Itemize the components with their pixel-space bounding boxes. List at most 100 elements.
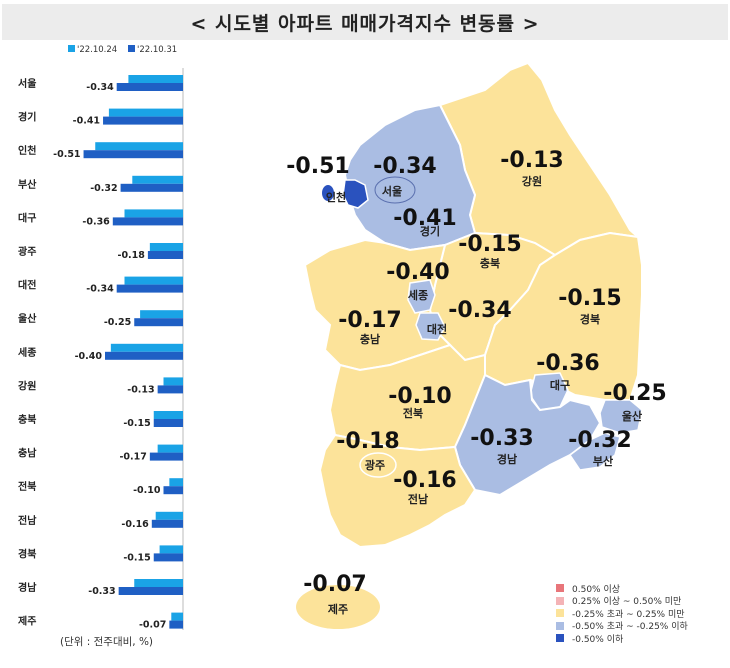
- region-name: 강원: [522, 174, 542, 188]
- region-value: -0.18: [336, 429, 399, 454]
- region-name: 경남: [497, 452, 517, 466]
- bar-row: 충북 -0.15: [18, 411, 183, 429]
- legend-swatch-1: [128, 45, 135, 52]
- legend-text: -0.50% 초과 ~ -0.25% 이하: [572, 622, 688, 633]
- region-value: -0.33: [470, 426, 533, 451]
- region-value: -0.51: [286, 154, 349, 179]
- region-name: 경북: [580, 312, 600, 326]
- legend-text: 0.50% 이상: [572, 584, 621, 595]
- bar-curr: [103, 116, 183, 125]
- region-value: -0.10: [388, 384, 451, 409]
- bar-row: 대전 -0.34: [18, 276, 183, 295]
- bar-row: 충남 -0.17: [18, 444, 183, 463]
- bar-prev: [157, 444, 183, 453]
- bar-prev: [128, 75, 183, 83]
- bar-curr: [112, 217, 183, 226]
- bar-row: 경북 -0.15: [18, 545, 183, 563]
- category-label: 대구: [18, 211, 36, 224]
- korea-map: -0.34서울-0.51인천-0.41경기-0.13강원-0.15충북-0.40…: [286, 61, 667, 629]
- bar-row: 인천 -0.51: [18, 142, 183, 160]
- bar-row: 제주 -0.07: [18, 612, 183, 631]
- bar-curr: [153, 419, 183, 427]
- bar-prev: [134, 579, 183, 587]
- data-label: -0.13: [127, 384, 154, 395]
- bar-row: 대구 -0.36: [18, 209, 183, 227]
- map-legend: 0.50% 이상 0.25% 이상 ~ 0.50% 미만 -0.25% 초과 ~ 0…: [556, 582, 688, 645]
- legend-label-1: '22.10.31: [137, 45, 177, 55]
- data-label: -0.34: [86, 284, 114, 295]
- bar-prev: [149, 243, 183, 251]
- legend-label-0: '22.10.24: [77, 45, 117, 55]
- legend-text: -0.50% 이하: [572, 634, 624, 645]
- bar-prev: [171, 612, 183, 621]
- bar-prev: [95, 142, 183, 151]
- bar-row: 부산 -0.32: [18, 175, 183, 194]
- region-name: 광주: [365, 459, 385, 472]
- unit-note: (단위 : 전주대비, %): [60, 636, 154, 648]
- category-label: 인천: [18, 144, 36, 157]
- data-label: -0.15: [123, 552, 150, 563]
- data-label: -0.17: [119, 452, 146, 463]
- bar-row: 경남 -0.33: [18, 579, 183, 597]
- bar-prev: [140, 310, 183, 319]
- legend-item: -0.25% 초과 ~ 0.25% 미만: [556, 607, 688, 620]
- category-label: 강원: [18, 379, 36, 392]
- bar-row: 울산 -0.25: [18, 310, 183, 328]
- category-label: 경기: [18, 111, 36, 124]
- legend-swatch: [556, 596, 564, 605]
- map-labels: -0.34서울-0.51인천-0.41경기-0.13강원-0.15충북-0.40…: [286, 148, 666, 616]
- bar-prev: [153, 411, 183, 419]
- region-gwangju: [359, 452, 397, 478]
- region-name: 인천: [326, 190, 346, 204]
- region-ulsan: [599, 399, 643, 434]
- data-label: -0.15: [123, 418, 150, 429]
- category-label: 제주: [18, 615, 36, 628]
- bar-curr: [149, 452, 183, 461]
- region-sejong: [407, 279, 436, 314]
- bar-row: 전남 -0.16: [18, 511, 183, 530]
- category-label: 충북: [18, 413, 36, 426]
- region-value: -0.34: [448, 298, 511, 323]
- region-name: 대전: [427, 322, 447, 336]
- bar-prev: [132, 175, 183, 184]
- category-label: 대전: [18, 279, 36, 292]
- bar-curr: [116, 284, 183, 293]
- data-label: -0.10: [133, 485, 161, 496]
- bar-curr: [147, 251, 183, 259]
- region-value: -0.41: [393, 206, 456, 231]
- category-label: 부산: [18, 178, 37, 191]
- bar-prev: [159, 545, 183, 554]
- legend-text: -0.25% 초과 ~ 0.25% 미만: [572, 609, 685, 620]
- bar-prev: [163, 377, 183, 386]
- data-label: -0.16: [121, 519, 149, 530]
- region-seoul: [374, 176, 416, 204]
- region-incheon: [342, 179, 369, 209]
- data-label: -0.25: [104, 317, 131, 328]
- map-regions: [296, 61, 643, 629]
- bar-row: 경기 -0.41: [18, 108, 183, 127]
- region-value: -0.17: [338, 308, 401, 333]
- category-label: 충남: [18, 447, 37, 460]
- legend-item: 0.50% 이상: [556, 582, 688, 595]
- bar-prev: [108, 108, 183, 117]
- bar-curr: [118, 587, 183, 595]
- region-name: 부산: [593, 454, 613, 468]
- region-busan: [568, 432, 621, 471]
- legend-swatch: [556, 584, 564, 593]
- legend-swatch: [556, 621, 564, 630]
- region-name: 전북: [403, 406, 423, 420]
- bar-row: 강원 -0.13: [18, 377, 183, 395]
- legend-item: 0.25% 이상 ~ 0.50% 미만: [556, 595, 688, 607]
- region-value: -0.13: [500, 148, 563, 173]
- category-label: 서울: [18, 77, 36, 90]
- region-value: -0.15: [458, 232, 521, 257]
- region-value: -0.07: [303, 572, 366, 597]
- data-label: -0.40: [75, 351, 103, 362]
- bar-prev: [110, 343, 183, 352]
- bar-row: 세종 -0.40: [18, 343, 183, 362]
- region-name: 울산: [622, 409, 642, 423]
- chart-title: < 시도별 아파트 매매가격지수 변동률 >: [2, 4, 728, 40]
- region-name: 전남: [408, 492, 428, 506]
- bar-curr: [120, 183, 183, 192]
- region-name: 경기: [420, 224, 440, 238]
